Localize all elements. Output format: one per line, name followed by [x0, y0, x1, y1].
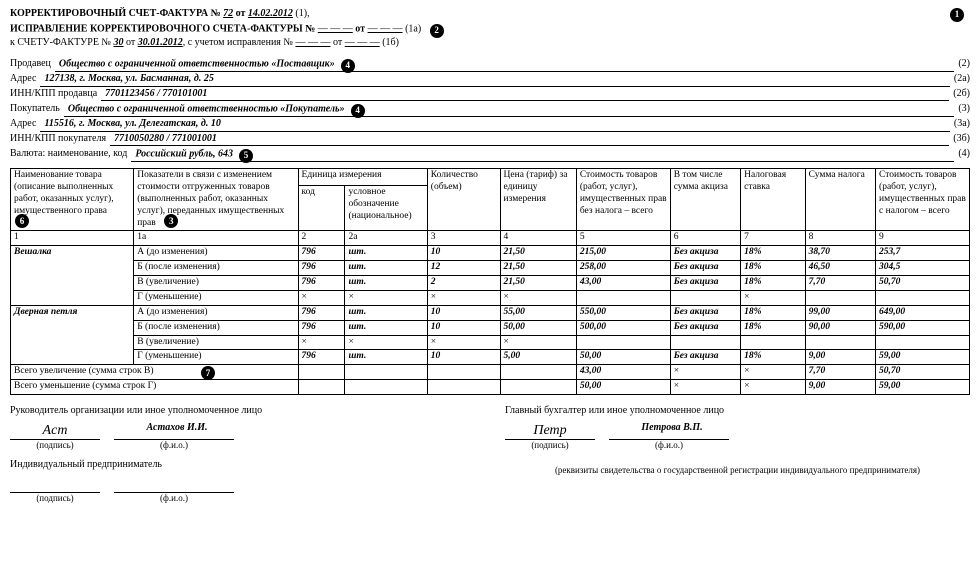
- table-row: Б (после изменения)796шт.1221,50258,00Бе…: [11, 261, 970, 276]
- seller-addr-row: Адрес 127138, г. Москва, ул. Басманная, …: [10, 73, 970, 87]
- badge-4b: 4: [351, 104, 365, 118]
- table-row: Г (уменьшение)796шт.105,0050,00Без акциз…: [11, 350, 970, 365]
- ruk-sign: Aст: [10, 422, 100, 440]
- seller-inn-row: ИНН/КПП продавца 7701123456 / 770101001 …: [10, 88, 970, 102]
- ip-name: [114, 475, 234, 493]
- table-row: ВешалкаА (до изменения)796шт.1021,50215,…: [11, 246, 970, 261]
- buyer-addr-row: Адрес 115516, г. Москва, ул. Делегатская…: [10, 118, 970, 132]
- table-row: Г (уменьшение)×××××: [11, 290, 970, 305]
- badge-5: 5: [239, 149, 253, 163]
- table-row: Б (после изменения)796шт.1050,00500,00Бе…: [11, 320, 970, 335]
- buh-name: Петрова В.П.: [609, 422, 729, 440]
- badge-1: 1: [950, 8, 964, 22]
- total-row: Всего уменьшение (сумма строк Г)50,00××9…: [11, 380, 970, 395]
- ip-label: Индивидуальный предприниматель: [10, 459, 475, 472]
- doc-header-line3: к СЧЕТУ-ФАКТУРЕ № 30 от 30.01.2012, с уч…: [10, 37, 970, 50]
- badge-6: 6: [15, 214, 29, 228]
- badge-4a: 4: [341, 59, 355, 73]
- signature-block: Руководитель организации или иное уполно…: [10, 405, 970, 505]
- ruk-name: Астахов И.И.: [114, 422, 234, 440]
- buyer-inn-row: ИНН/КПП покупателя 7710050280 / 77100100…: [10, 133, 970, 147]
- doc-header-line1: КОРРЕКТИРОВОЧНЫЙ СЧЕТ-ФАКТУРА № 72 от 14…: [10, 8, 970, 21]
- badge-3: 3: [164, 214, 178, 228]
- buyer-row: Покупатель Общество с ограниченной ответ…: [10, 102, 970, 117]
- total-row: Всего увеличение (сумма строк В)743,00××…: [11, 365, 970, 380]
- table-row: В (увеличение)796шт.221,5043,00Без акциз…: [11, 276, 970, 291]
- seller-row: Продавец Общество с ограниченной ответст…: [10, 57, 970, 72]
- main-table: Наименование товара (описание выполненны…: [10, 168, 970, 395]
- buh-label: Главный бухгалтер или иное уполномоченно…: [505, 405, 970, 418]
- ip-sign: [10, 475, 100, 493]
- table-row: Дверная петляА (до изменения)796шт.1055,…: [11, 305, 970, 320]
- ruk-label: Руководитель организации или иное уполно…: [10, 405, 475, 418]
- rekvizity: (реквизиты свидетельства о государственн…: [505, 451, 970, 476]
- doc-header-line2: ИСПРАВЛЕНИЕ КОРРЕКТИРОВОЧНОГО СЧЕТА-ФАКТ…: [10, 22, 970, 36]
- badge-7: 7: [201, 366, 215, 380]
- buh-sign: Петр: [505, 422, 595, 440]
- currency-row: Валюта: наименование, код Российский руб…: [10, 147, 970, 162]
- badge-2: 2: [430, 24, 444, 38]
- table-row: В (увеличение)××××: [11, 335, 970, 350]
